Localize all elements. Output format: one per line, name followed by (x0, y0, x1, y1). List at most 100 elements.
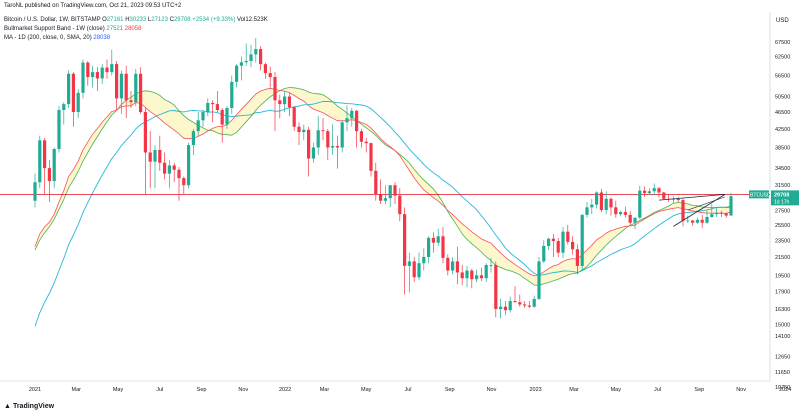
candle-body (316, 130, 320, 148)
time-tick-label: May (611, 387, 622, 393)
price-tick-label: 27500 (775, 209, 790, 215)
indicator-ma-name[interactable]: MA - 1D (200, close, 0, SMA, 20) (4, 35, 92, 41)
candle-body (465, 270, 469, 279)
candle-body (551, 238, 555, 242)
candle-body (379, 194, 383, 201)
candle-body (431, 237, 435, 243)
candle-body (446, 257, 450, 271)
candle-body (95, 72, 99, 79)
time-tick-label: Mar (72, 387, 82, 393)
candle-body (441, 236, 445, 258)
close-value: 29708 (173, 17, 191, 23)
publish-line: TaroNL published on TradingView.com, Oct… (4, 3, 182, 9)
candle-body (297, 126, 301, 133)
candle-body (494, 265, 498, 309)
candle-body (532, 298, 536, 307)
candle-body (220, 110, 224, 125)
symbol-badge (749, 190, 769, 199)
upper-trendline (658, 193, 726, 201)
candle-body (196, 120, 200, 132)
band-ema-line (34, 87, 732, 277)
high-label: H (125, 17, 130, 23)
candle-body (62, 104, 66, 111)
candle-body (239, 62, 243, 66)
candle-body (662, 192, 666, 199)
candle-body (547, 238, 551, 246)
time-tick-label: Sep (445, 387, 455, 393)
price-tick-label: 50500 (775, 95, 790, 101)
close-label: C (169, 17, 174, 23)
time-tick-label: May (113, 387, 124, 393)
time-tick-label: Nov (487, 387, 497, 393)
open-label: O (102, 17, 107, 23)
tradingview-logo-icon: ▲ (4, 403, 11, 410)
symbol-title[interactable]: Bitcoin / U.S. Dollar, 1W, BITSTAMP (4, 17, 101, 23)
candle-body (191, 131, 195, 146)
candle-body (235, 65, 239, 82)
candle-body (211, 102, 215, 105)
candle-body (374, 170, 378, 195)
time-tick-label: Nov (238, 387, 248, 393)
candle-body (609, 198, 613, 208)
candle-body (201, 112, 205, 121)
candle-body (81, 62, 85, 93)
low-value: 27123 (151, 17, 168, 23)
time-tick-label: May (361, 387, 372, 393)
time-tick-label: Mar (320, 387, 330, 393)
candle-body (407, 261, 411, 266)
candle-body (652, 188, 656, 192)
candle-body (167, 165, 171, 174)
time-tick-label: Sep (694, 387, 704, 393)
price-tick-label: 31500 (775, 183, 790, 189)
candle-body (590, 204, 594, 208)
candle-body (259, 49, 263, 65)
candle-body (460, 272, 464, 279)
symbol-legend: Bitcoin / U.S. Dollar, 1W, BITSTAMP O 271… (4, 17, 268, 24)
support-band-fill (35, 87, 731, 286)
candle-body (331, 146, 335, 148)
candle-body (283, 96, 287, 105)
candle-body (647, 191, 651, 194)
candle-body (326, 131, 330, 148)
candle-body (686, 220, 690, 222)
candle-body (76, 92, 80, 113)
candle-body (134, 73, 138, 103)
price-tick-label: 34500 (775, 166, 790, 172)
candle-body (359, 131, 363, 142)
indicator-band-name[interactable]: Bullmarket Support Band - 1W (close) (4, 26, 105, 32)
candle-body (436, 236, 440, 243)
candle-body (139, 73, 143, 113)
price-tick-label: 56500 (775, 73, 790, 79)
candle-body (177, 169, 181, 179)
price-tick-label: 10750 (775, 385, 790, 391)
candle-body (475, 275, 479, 280)
candle-body (172, 165, 176, 170)
candle-body (153, 149, 157, 162)
price-tick-label: 11650 (775, 370, 790, 376)
candle-body (595, 192, 599, 205)
tradingview-brand[interactable]: ▲ TradingView (4, 403, 54, 410)
candle-body (479, 275, 483, 279)
time-tick-label: Jul (404, 387, 411, 393)
candle-body (43, 140, 47, 169)
candle-body (604, 198, 608, 211)
candle-body (580, 214, 584, 266)
indicator-band-ema-value: 28058 (124, 26, 142, 32)
price-badge (771, 190, 799, 206)
candle-body (451, 261, 455, 271)
candle-body (254, 49, 258, 55)
candle-body (393, 185, 397, 196)
brand-label: TradingView (12, 403, 55, 410)
candle-body (575, 249, 579, 266)
candle-body (523, 304, 527, 306)
candle-body (230, 81, 234, 109)
time-tick-label: 2023 (530, 387, 542, 393)
candle-body (681, 200, 685, 221)
candle-body (86, 62, 90, 78)
candle-body (110, 64, 114, 73)
candle-body (705, 216, 709, 223)
price-badge-countdown: 1d 17h (774, 199, 790, 205)
candle-body (422, 256, 426, 264)
candle-body (345, 118, 349, 123)
